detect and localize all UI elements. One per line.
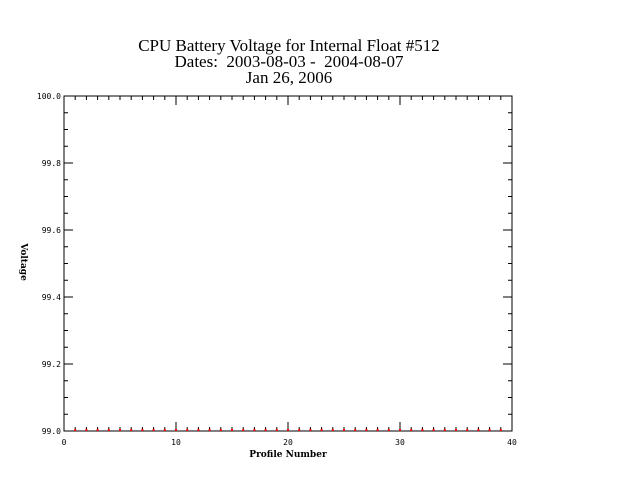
data-point (219, 429, 222, 431)
data-point (152, 429, 155, 431)
y-axis-title: Voltage (18, 242, 28, 281)
x-tick-label: 10 (171, 438, 181, 447)
data-point (477, 429, 480, 431)
x-tick-label: 20 (283, 438, 293, 447)
data-point (264, 429, 267, 431)
data-point (354, 429, 357, 431)
data-point (74, 429, 77, 431)
data-point (499, 429, 502, 431)
data-point (163, 429, 166, 431)
data-point (399, 429, 401, 431)
y-tick-label: 99.4 (42, 293, 61, 302)
x-axis-title: Profile Number (249, 450, 327, 460)
data-point (410, 429, 413, 431)
data-point (141, 429, 144, 431)
data-point (96, 429, 99, 431)
plot-frame (63, 95, 513, 432)
y-tick-label: 99.0 (42, 427, 61, 436)
data-point (208, 429, 211, 431)
x-tick-label: 40 (507, 438, 517, 447)
data-point (242, 429, 245, 431)
data-points (74, 429, 502, 431)
tick-labels: 0 10 20 30 40 99.0 99.2 99.4 99.6 99.8 100.0 (37, 92, 517, 447)
data-point (197, 429, 200, 431)
data-point (231, 429, 233, 431)
data-point (287, 429, 289, 431)
y-tick-label: 99.6 (42, 226, 61, 235)
data-point (320, 429, 323, 431)
tick-marks (63, 95, 513, 432)
data-point (130, 429, 133, 431)
data-point (309, 429, 312, 431)
data-point (119, 429, 121, 431)
x-tick-label: 30 (395, 438, 405, 447)
data-point (421, 429, 424, 431)
data-point (107, 429, 110, 431)
data-point (443, 429, 446, 431)
data-point (488, 429, 491, 431)
data-point (365, 429, 368, 431)
chart-title-line-2: Dates: 2003-08-03 - 2004-08-07 (174, 52, 404, 71)
data-point (343, 429, 345, 431)
chart-title-line-1: CPU Battery Voltage for Internal Float #… (138, 36, 440, 55)
y-tick-label: 99.8 (42, 159, 61, 168)
data-point (376, 429, 379, 431)
data-point (331, 429, 334, 431)
data-point (432, 429, 435, 431)
data-point (455, 429, 457, 431)
x-tick-label: 0 (62, 438, 67, 447)
data-point (186, 429, 189, 431)
y-tick-label: 99.2 (42, 360, 61, 369)
data-point (466, 429, 469, 431)
y-tick-label: 100.0 (37, 92, 61, 101)
data-point (387, 429, 390, 431)
data-point (275, 429, 278, 431)
data-point (175, 429, 177, 431)
data-point (85, 429, 88, 431)
chart-title-line-3: Jan 26, 2006 (245, 68, 333, 87)
data-point (298, 429, 301, 431)
data-point (253, 429, 256, 431)
